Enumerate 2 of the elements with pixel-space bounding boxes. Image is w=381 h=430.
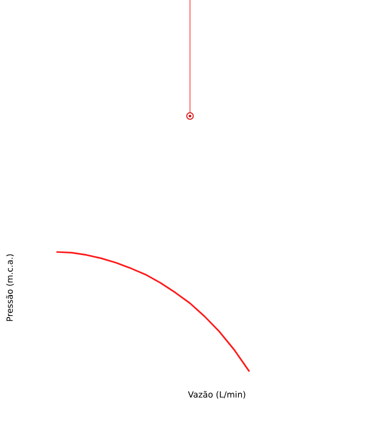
x-axis-title: Vazão (L/min) xyxy=(188,390,246,399)
y-axis-title: Pressão (m.c.a.) xyxy=(6,254,14,321)
